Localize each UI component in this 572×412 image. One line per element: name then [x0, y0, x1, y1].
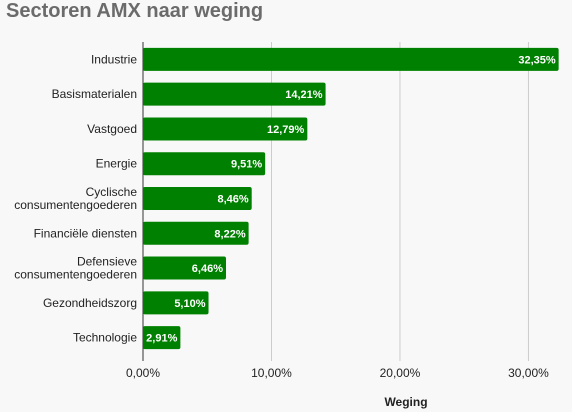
bar — [143, 82, 326, 106]
bar — [143, 152, 266, 176]
x-axis-title: Weging — [384, 395, 427, 409]
x-tick-label: 0,00% — [126, 366, 160, 380]
bar — [143, 326, 181, 350]
x-tick-label: 20,00% — [380, 366, 421, 380]
category-label-line: Defensieve — [77, 255, 137, 269]
data-label: 2,91% — [146, 333, 177, 345]
category-label: Cyclische consumentengoederen — [14, 185, 137, 212]
category-label-line: Technologie — [73, 331, 137, 345]
category-label-line: Cyclische — [86, 185, 138, 199]
category-label: Vastgoed — [87, 122, 137, 136]
category-label: Basismaterialen — [52, 87, 137, 101]
data-label: 8,22% — [214, 228, 245, 240]
data-label: 5,10% — [174, 298, 205, 310]
data-label: 6,46% — [192, 263, 223, 275]
bar — [143, 291, 209, 315]
chart-title: Sectoren AMX naar weging — [6, 0, 264, 22]
category-label: Technologie — [73, 331, 137, 345]
bar — [143, 221, 249, 245]
data-label: 9,51% — [231, 159, 262, 171]
category-label: Industrie — [91, 52, 137, 66]
category-label-line: consumentengoederen — [14, 198, 137, 212]
data-label: 12,79% — [267, 124, 305, 136]
category-label-line: Industrie — [91, 52, 137, 66]
x-tick-label: 10,00% — [251, 366, 292, 380]
data-label: 32,35% — [518, 54, 556, 66]
category-label-line: Gezondheidszorg — [43, 296, 137, 310]
bar — [143, 256, 227, 280]
category-label: Gezondheidszorg — [43, 296, 137, 310]
category-label-line: Energie — [96, 157, 138, 171]
category-label-line: Vastgoed — [87, 122, 137, 136]
category-label-line: Financiële diensten — [34, 226, 137, 240]
data-label: 14,21% — [285, 89, 323, 101]
category-label: Financiële diensten — [34, 226, 137, 240]
data-label: 8,46% — [217, 194, 248, 206]
category-label-line: consumentengoederen — [14, 268, 137, 282]
bar — [143, 187, 252, 210]
bar — [143, 117, 308, 141]
category-label-line: Basismaterialen — [52, 87, 137, 101]
category-label: Defensieve consumentengoederen — [14, 255, 137, 282]
bar — [143, 47, 559, 71]
x-tick-label: 30,00% — [508, 366, 549, 380]
category-label: Energie — [96, 157, 138, 171]
